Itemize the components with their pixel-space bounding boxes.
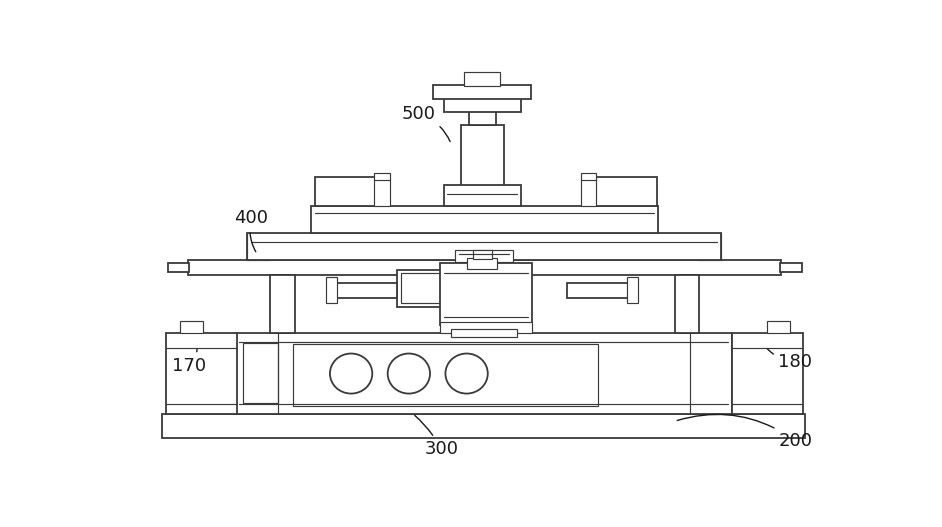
Bar <box>440 322 532 333</box>
Bar <box>401 274 440 302</box>
Text: 400: 400 <box>234 209 268 252</box>
Text: 180: 180 <box>767 349 812 372</box>
Bar <box>167 333 237 414</box>
Bar <box>444 98 521 112</box>
Bar <box>440 264 532 325</box>
Bar <box>180 321 203 333</box>
Ellipse shape <box>446 354 488 394</box>
Bar <box>315 177 378 207</box>
Bar <box>236 333 732 414</box>
Bar <box>469 111 495 125</box>
Bar <box>473 250 492 259</box>
Bar <box>451 329 516 337</box>
Bar <box>580 173 596 180</box>
Bar <box>247 232 721 260</box>
Bar <box>398 270 444 307</box>
Ellipse shape <box>330 354 372 394</box>
Bar <box>187 260 781 275</box>
Bar <box>335 282 398 298</box>
Bar <box>374 179 390 206</box>
Bar <box>462 125 504 206</box>
Bar <box>243 343 278 403</box>
Bar <box>432 85 531 99</box>
Text: 500: 500 <box>401 105 450 142</box>
Bar <box>567 282 628 298</box>
Bar <box>767 321 790 333</box>
Bar <box>444 185 521 207</box>
Ellipse shape <box>388 354 430 394</box>
Bar <box>626 277 638 304</box>
Bar <box>732 333 804 414</box>
Bar <box>162 414 805 438</box>
Bar <box>466 258 497 269</box>
Bar <box>593 177 657 207</box>
Bar <box>270 275 295 333</box>
Bar <box>463 73 500 86</box>
Bar <box>780 262 802 272</box>
Bar <box>293 344 597 406</box>
Bar <box>580 179 596 206</box>
Bar <box>674 275 699 333</box>
Bar <box>168 262 189 272</box>
Bar <box>327 277 337 304</box>
Bar <box>455 250 512 262</box>
Bar <box>374 173 390 180</box>
Bar <box>311 206 658 232</box>
Text: 170: 170 <box>172 349 206 375</box>
Text: 300: 300 <box>414 415 458 458</box>
Text: 200: 200 <box>677 414 812 450</box>
